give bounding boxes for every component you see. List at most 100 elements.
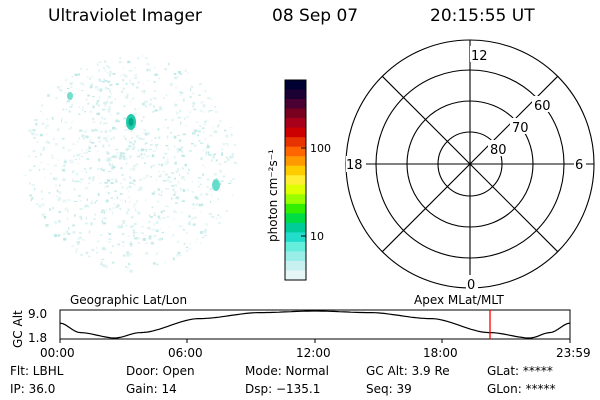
image-pixel xyxy=(121,90,123,93)
image-pixel xyxy=(123,254,126,256)
image-pixel xyxy=(108,105,111,108)
colorbar-segment xyxy=(285,146,306,157)
image-pixel xyxy=(106,135,109,137)
image-pixel xyxy=(174,161,177,165)
image-pixel xyxy=(117,204,120,206)
image-pixel xyxy=(204,120,207,123)
image-pixel xyxy=(89,85,93,89)
image-pixel xyxy=(112,154,116,156)
image-pixel xyxy=(189,242,192,245)
image-pixel xyxy=(92,121,96,123)
image-pixel xyxy=(143,129,147,131)
image-pixel xyxy=(98,78,101,82)
image-pixel xyxy=(159,106,162,109)
image-pixel xyxy=(139,179,143,181)
image-pixel xyxy=(173,197,176,199)
image-pixel xyxy=(67,199,71,201)
image-pixel xyxy=(104,186,106,189)
image-pixel xyxy=(142,138,146,140)
image-pixel xyxy=(203,89,205,92)
image-pixel xyxy=(207,110,209,114)
image-pixel xyxy=(65,108,68,111)
image-pixel xyxy=(28,169,32,172)
image-pixel xyxy=(64,92,68,94)
image-pixel xyxy=(100,264,105,266)
image-pixel xyxy=(129,157,131,159)
image-pixel xyxy=(132,148,134,150)
image-pixel xyxy=(97,150,99,153)
image-pixel xyxy=(112,136,115,139)
image-pixel xyxy=(32,129,36,132)
image-pixel xyxy=(34,119,38,121)
image-pixel xyxy=(168,181,172,183)
x-tick-label: 23:59 xyxy=(556,346,591,360)
image-pixel xyxy=(188,214,191,218)
image-pixel xyxy=(75,172,79,176)
image-pixel xyxy=(83,167,87,171)
image-pixel xyxy=(55,97,58,100)
image-pixel xyxy=(119,226,124,229)
image-pixel xyxy=(200,193,202,197)
image-pixel xyxy=(192,203,195,206)
image-pixel xyxy=(168,226,170,228)
image-pixel xyxy=(130,100,132,103)
uv-image-disk xyxy=(23,55,238,273)
image-pixel xyxy=(160,217,163,219)
image-pixel xyxy=(79,182,83,184)
image-pixel xyxy=(110,114,112,116)
image-pixel xyxy=(50,172,52,175)
image-pixel xyxy=(194,196,198,199)
image-pixel xyxy=(130,244,132,247)
image-pixel xyxy=(177,76,179,78)
image-pixel xyxy=(68,227,70,230)
image-pixel xyxy=(111,261,115,264)
image-pixel xyxy=(164,260,166,264)
image-pixel xyxy=(63,233,65,235)
image-pixel xyxy=(225,143,229,145)
image-pixel xyxy=(31,133,35,136)
image-pixel xyxy=(100,234,103,237)
image-pixel xyxy=(88,176,92,180)
image-pixel xyxy=(132,167,136,171)
image-pixel xyxy=(104,103,106,107)
image-pixel xyxy=(68,149,73,151)
status-ip: IP: 36.0 xyxy=(10,382,56,396)
image-pixel xyxy=(144,100,147,103)
image-pixel xyxy=(175,211,178,214)
image-pixel xyxy=(104,103,108,105)
image-pixel xyxy=(180,150,184,153)
image-pixel xyxy=(144,133,148,136)
image-pixel xyxy=(85,149,88,151)
image-pixel xyxy=(149,148,152,150)
image-pixel xyxy=(232,152,234,156)
image-pixel xyxy=(46,132,49,135)
image-pixel xyxy=(48,208,52,211)
image-pixel xyxy=(179,73,183,75)
image-pixel xyxy=(56,128,60,132)
image-pixel xyxy=(202,104,206,108)
image-pixel xyxy=(143,148,146,151)
image-pixel xyxy=(77,194,81,197)
image-pixel xyxy=(83,152,87,154)
image-pixel xyxy=(63,160,67,164)
image-pixel xyxy=(199,125,202,127)
image-pixel xyxy=(152,262,156,265)
image-pixel xyxy=(106,88,110,90)
image-pixel xyxy=(40,161,43,164)
image-pixel xyxy=(123,105,126,107)
image-pixel xyxy=(70,126,72,129)
image-pixel xyxy=(109,70,112,74)
image-pixel xyxy=(191,191,195,193)
image-pixel xyxy=(108,144,110,147)
colorbar-segment xyxy=(285,260,306,272)
image-pixel xyxy=(126,254,130,257)
image-pixel xyxy=(111,211,113,215)
image-pixel xyxy=(232,155,234,159)
image-pixel xyxy=(56,86,61,89)
image-pixel xyxy=(88,144,90,147)
image-pixel xyxy=(105,199,109,203)
image-pixel xyxy=(71,76,74,78)
image-pixel xyxy=(151,154,155,158)
colorbar: 100 10 photon cm⁻²s⁻¹ xyxy=(266,79,331,281)
image-pixel xyxy=(230,179,233,183)
